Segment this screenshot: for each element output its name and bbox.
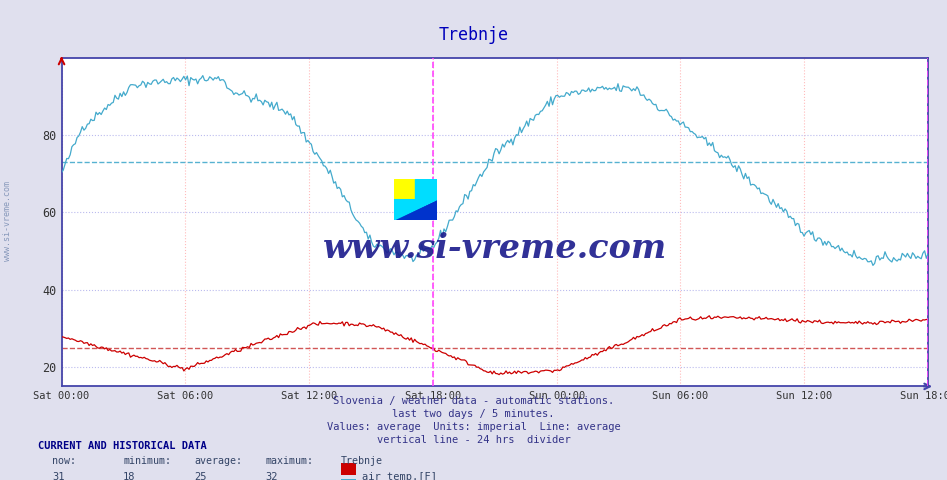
Text: 18: 18 bbox=[123, 472, 135, 480]
Text: minimum:: minimum: bbox=[123, 456, 171, 467]
Text: last two days / 5 minutes.: last two days / 5 minutes. bbox=[392, 409, 555, 419]
Text: Trebnje: Trebnje bbox=[341, 456, 383, 467]
Text: average:: average: bbox=[194, 456, 242, 467]
Text: 32: 32 bbox=[265, 472, 277, 480]
Text: CURRENT AND HISTORICAL DATA: CURRENT AND HISTORICAL DATA bbox=[38, 441, 206, 451]
Text: Values: average  Units: imperial  Line: average: Values: average Units: imperial Line: av… bbox=[327, 422, 620, 432]
Text: vertical line - 24 hrs  divider: vertical line - 24 hrs divider bbox=[377, 435, 570, 445]
Text: 31: 31 bbox=[52, 472, 64, 480]
Bar bbox=[415, 179, 437, 200]
Text: maximum:: maximum: bbox=[265, 456, 313, 467]
Text: Trebnje: Trebnje bbox=[438, 26, 509, 45]
Text: now:: now: bbox=[52, 456, 76, 467]
Text: air temp.[F]: air temp.[F] bbox=[362, 472, 437, 480]
Text: 25: 25 bbox=[194, 472, 206, 480]
Text: www.si-vreme.com: www.si-vreme.com bbox=[3, 181, 12, 261]
Text: Slovenia / weather data - automatic stations.: Slovenia / weather data - automatic stat… bbox=[333, 396, 614, 406]
Polygon shape bbox=[394, 200, 437, 220]
Polygon shape bbox=[394, 200, 437, 220]
Text: www.si-vreme.com: www.si-vreme.com bbox=[323, 232, 667, 265]
Bar bbox=[394, 179, 415, 200]
